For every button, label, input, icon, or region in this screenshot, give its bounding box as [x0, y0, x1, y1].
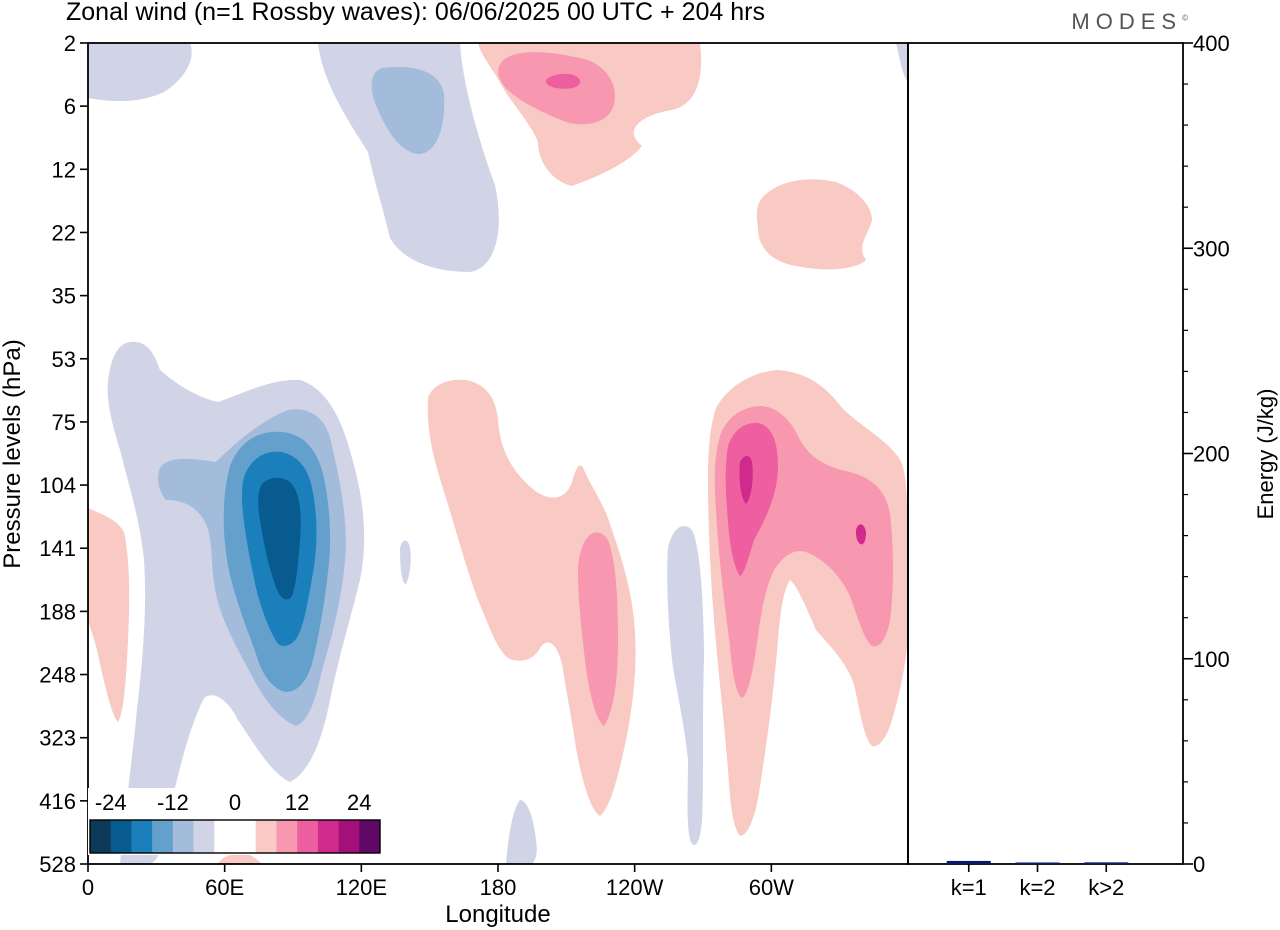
- copyright-mark: ©: [1182, 13, 1188, 23]
- y-tick-label: 22: [52, 220, 76, 245]
- energy-category-label: k>2: [1088, 875, 1124, 900]
- energy-category-label: k=2: [1019, 875, 1055, 900]
- contour-neg-1-sliver: [400, 540, 411, 584]
- brand-text: MODES: [1071, 9, 1183, 34]
- colorbar-tick-label: -24: [95, 790, 127, 815]
- x-tick-label: 0: [82, 875, 94, 900]
- colorbar-swatch: [214, 820, 236, 853]
- contour-neg-1-bottom: [506, 800, 537, 864]
- x-axis-ticks: 0 60E 120E 180 120W 60W: [82, 864, 794, 900]
- contour-neg-1-pacific: [667, 526, 704, 846]
- colorbar-swatch: [317, 820, 339, 853]
- colorbar-swatch: [110, 820, 132, 853]
- contour-neg-1-topleft: [88, 43, 192, 102]
- energy-tick-label: 200: [1193, 442, 1230, 467]
- y-tick-label: 528: [39, 852, 76, 877]
- colorbar-swatch: [359, 820, 381, 853]
- energy-tick-label: 100: [1193, 647, 1230, 672]
- contour-pos-1-west: [88, 508, 130, 722]
- energy-bar: [1084, 862, 1129, 864]
- energy-axis-ticks: 0 100 200 300 400: [1183, 31, 1230, 877]
- colorbar-swatch: [152, 820, 174, 853]
- colorbar-swatch: [193, 820, 215, 853]
- colorbar-frame: [89, 819, 381, 854]
- colorbar: -24 -12 0 12 24: [88, 788, 382, 855]
- colorbar-swatch: [276, 820, 298, 853]
- energy-bar: [1015, 862, 1060, 864]
- x-tick-label: 60E: [205, 875, 244, 900]
- y-tick-label: 12: [52, 157, 76, 182]
- colorbar-swatch: [235, 820, 257, 853]
- colorbar-tick-label: 12: [285, 790, 309, 815]
- contour-pos-1-bottom: [218, 853, 262, 864]
- colorbar-swatch: [297, 820, 319, 853]
- y-tick-label: 416: [39, 789, 76, 814]
- contour-pos-1-central: [427, 379, 636, 816]
- contour-neg-1-topright: [896, 43, 908, 82]
- x-axis-title: Longitude: [445, 901, 550, 928]
- x-tick-label: 120W: [606, 875, 664, 900]
- chart-title: Zonal wind (n=1 Rossby waves): 06/06/202…: [66, 0, 765, 26]
- y-tick-label: 6: [64, 94, 76, 119]
- energy-tick-label: 0: [1193, 852, 1205, 877]
- y-tick-label: 2: [64, 31, 76, 56]
- energy-tick-label: 300: [1193, 236, 1230, 261]
- y-axis-title: Pressure levels (hPa): [0, 339, 26, 568]
- x-tick-label: 120E: [336, 875, 387, 900]
- contour-pos-2-central: [578, 532, 618, 726]
- colorbar-swatch: [338, 820, 360, 853]
- contour-pos-2-stratosphere: [498, 52, 615, 125]
- contour-pos-4-eastern-2: [856, 524, 866, 545]
- y-tick-label: 35: [52, 284, 76, 309]
- energy-axis-title: Energy (J/kg): [1253, 389, 1278, 520]
- energy-bars: k=1 k=2 k>2: [946, 860, 1129, 900]
- x-tick-label: 180: [480, 875, 517, 900]
- y-tick-label: 141: [39, 536, 76, 561]
- energy-category-label: k=1: [951, 875, 987, 900]
- contour-neg-2-stratosphere: [371, 66, 445, 154]
- contour-pos-3-stratosphere: [546, 73, 581, 89]
- contour-neg-5-main: [258, 477, 301, 600]
- contour-pos-4-eastern: [739, 456, 753, 504]
- colorbar-tick-label: -12: [157, 790, 189, 815]
- contour-pos-1-east: [756, 179, 872, 270]
- colorbar-tick-label: 24: [347, 790, 371, 815]
- colorbar-swatch: [90, 820, 112, 853]
- y-tick-label: 75: [52, 410, 76, 435]
- y-tick-label: 188: [39, 599, 76, 624]
- colorbar-swatch: [172, 820, 194, 853]
- energy-tick-label: 400: [1193, 31, 1230, 56]
- colorbar-swatch: [255, 820, 277, 853]
- wind-contour-field: [88, 43, 908, 864]
- colorbar-tick-label: 0: [229, 790, 241, 815]
- x-tick-label: 60W: [749, 875, 794, 900]
- contour-neg-1-stratosphere: [318, 43, 499, 272]
- y-tick-label: 323: [39, 726, 76, 751]
- energy-panel-frame: [907, 42, 1184, 865]
- energy-bar: [946, 860, 991, 864]
- colorbar-swatch: [131, 820, 153, 853]
- contour-pos-3-eastern: [725, 422, 778, 576]
- y-tick-label: 53: [52, 347, 76, 372]
- y-axis-ticks: 2 6 12 22 35 53 75 104 141 188 248 323 416 528: [39, 31, 88, 877]
- y-tick-label: 248: [39, 663, 76, 688]
- y-tick-label: 104: [39, 473, 76, 498]
- modes-logo: MODES©: [1071, 9, 1188, 35]
